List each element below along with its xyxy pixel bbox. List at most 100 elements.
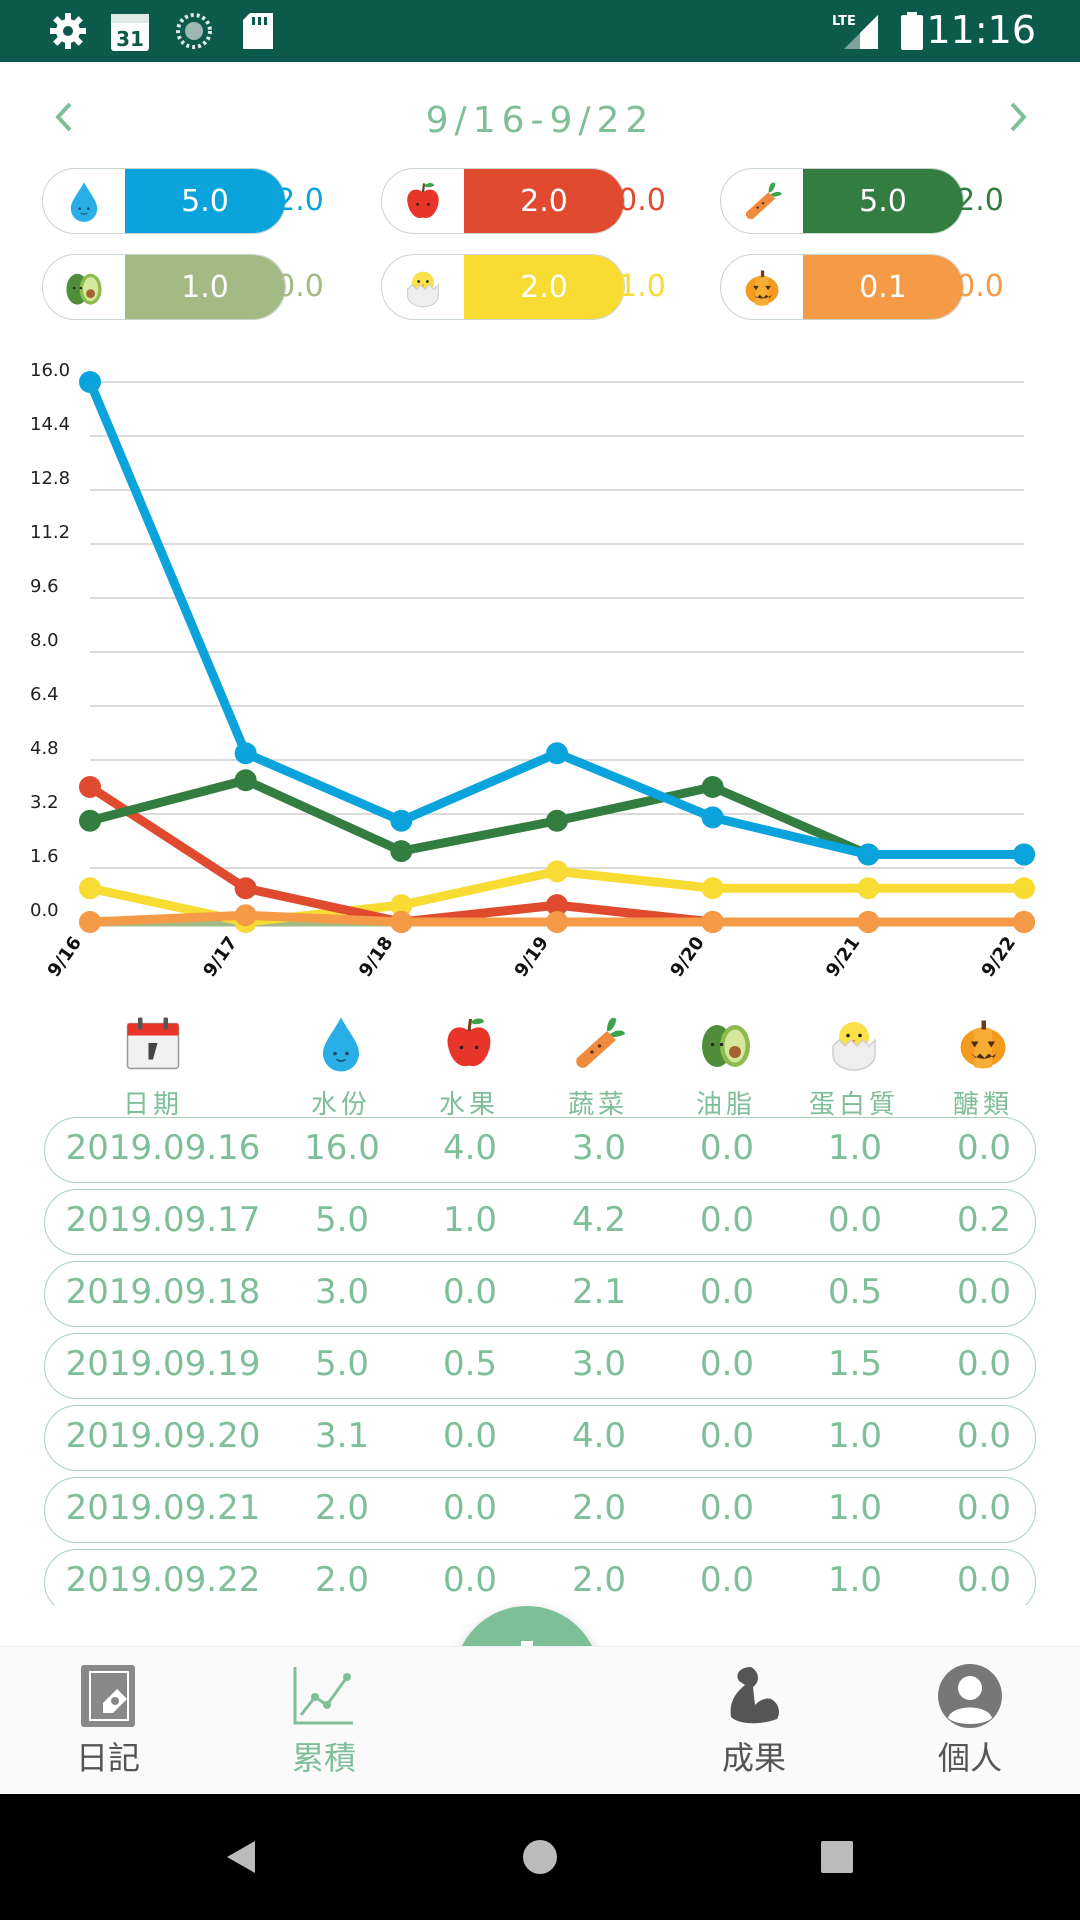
sd-card-icon bbox=[238, 11, 278, 51]
row-value: 2.0 bbox=[314, 1488, 370, 1528]
row-value: 0.5 bbox=[442, 1344, 498, 1384]
row-value: 0.0 bbox=[956, 1416, 1012, 1456]
row-value: 0.0 bbox=[442, 1416, 498, 1456]
pumpkin-icon bbox=[721, 255, 803, 319]
data-point-protein bbox=[390, 894, 413, 917]
data-point-sugar bbox=[1013, 911, 1035, 933]
table-row[interactable]: 2019.09.21 2.0 0.0 2.0 0.0 1.0 0.0 bbox=[44, 1477, 1036, 1543]
row-date: 2019.09.21 bbox=[65, 1488, 261, 1528]
network-label: LTE bbox=[832, 14, 856, 29]
date-range-title: 9/16-9/22 bbox=[425, 100, 655, 141]
data-point-water bbox=[701, 806, 724, 829]
summary-pill-vegetable: 5.0 bbox=[720, 168, 964, 234]
line-chart-icon bbox=[264, 1661, 384, 1731]
home-circle-icon[interactable] bbox=[515, 1832, 565, 1882]
carrot-icon bbox=[721, 169, 803, 233]
row-value: 0.0 bbox=[699, 1200, 755, 1240]
status-bar: 31 LTE 11:16 bbox=[0, 0, 1080, 62]
data-point-vegetable bbox=[546, 809, 568, 832]
table-row[interactable]: 2019.09.19 5.0 0.5 3.0 0.0 1.5 0.0 bbox=[44, 1333, 1036, 1399]
column-header: 水果 bbox=[414, 1012, 524, 1121]
nav-results-label: 成果 bbox=[721, 1739, 786, 1777]
settings-gear-icon bbox=[46, 11, 90, 51]
water-drop-icon bbox=[43, 169, 125, 233]
battery-icon bbox=[898, 11, 926, 51]
y-tick-label: 1.6 bbox=[30, 846, 59, 867]
row-value: 16.0 bbox=[304, 1128, 380, 1168]
apple-icon bbox=[382, 169, 464, 233]
row-value: 1.0 bbox=[827, 1128, 883, 1168]
data-point-sugar bbox=[79, 911, 101, 933]
row-value: 4.0 bbox=[442, 1128, 498, 1168]
nav-cumulative[interactable]: 累積 bbox=[264, 1661, 384, 1779]
row-value: 0.0 bbox=[956, 1272, 1012, 1312]
column-header-label: 蛋白質 bbox=[808, 1090, 899, 1120]
summary-fat-extra: 0.0 bbox=[276, 269, 324, 304]
y-tick-label: 12.8 bbox=[30, 468, 70, 489]
nav-diary[interactable]: 日記 bbox=[48, 1661, 168, 1779]
table-row[interactable]: 2019.09.22 2.0 0.0 2.0 0.0 1.0 0.0 bbox=[44, 1549, 1036, 1605]
x-tick-label: 9/19 bbox=[511, 933, 554, 981]
summary-pill-sugar: 0.1 bbox=[720, 254, 964, 320]
row-value: 0.5 bbox=[827, 1272, 883, 1312]
y-tick-label: 9.6 bbox=[30, 576, 59, 597]
table-row[interactable]: 2019.09.17 5.0 1.0 4.2 0.0 0.0 0.2 bbox=[44, 1189, 1036, 1255]
data-point-vegetable bbox=[79, 809, 101, 832]
back-triangle-icon[interactable] bbox=[216, 1832, 266, 1882]
column-header-label: 水份 bbox=[310, 1090, 371, 1120]
table-row[interactable]: 2019.09.20 3.1 0.0 4.0 0.0 1.0 0.0 bbox=[44, 1405, 1036, 1471]
calendar-icon bbox=[98, 1012, 208, 1074]
table-row[interactable]: 2019.09.18 3.0 0.0 2.1 0.0 0.5 0.0 bbox=[44, 1261, 1036, 1327]
x-tick-label: 9/16 bbox=[44, 933, 87, 981]
column-header-label: 水果 bbox=[438, 1090, 499, 1120]
summary-vegetable-extra: 2.0 bbox=[956, 183, 1004, 218]
lte-signal-icon: LTE bbox=[830, 11, 880, 51]
x-tick-label: 9/20 bbox=[666, 933, 709, 981]
data-point-protein bbox=[546, 860, 568, 883]
nav-cumulative-label: 累積 bbox=[291, 1739, 356, 1777]
row-value: 0.0 bbox=[956, 1560, 1012, 1600]
row-value: 2.1 bbox=[571, 1272, 627, 1312]
status-time: 11:16 bbox=[926, 8, 1036, 52]
bottom-navigation: 日記 累積 成果 個人 bbox=[0, 1646, 1080, 1794]
row-value: 4.2 bbox=[571, 1200, 627, 1240]
data-point-water bbox=[1013, 843, 1035, 866]
row-value: 1.0 bbox=[827, 1560, 883, 1600]
row-value: 0.0 bbox=[699, 1560, 755, 1600]
summary-protein-extra: 1.0 bbox=[618, 269, 666, 304]
summary-pill-fat: 1.0 bbox=[42, 254, 286, 320]
nav-diary-label: 日記 bbox=[75, 1739, 140, 1777]
daily-intake-list[interactable]: 2019.09.16 16.0 4.0 3.0 0.0 1.0 0.0 2019.09.17 5… bbox=[42, 1115, 1038, 1605]
data-point-vegetable bbox=[701, 776, 724, 798]
row-value: 0.0 bbox=[699, 1344, 755, 1384]
muscle-arm-icon bbox=[694, 1661, 814, 1731]
row-value: 5.0 bbox=[314, 1200, 370, 1240]
row-value: 3.0 bbox=[571, 1344, 627, 1384]
row-value: 3.1 bbox=[314, 1416, 370, 1456]
table-row[interactable]: 2019.09.16 16.0 4.0 3.0 0.0 1.0 0.0 bbox=[44, 1117, 1036, 1183]
calendar-status-icon: 31 bbox=[108, 11, 152, 51]
x-tick-label: 9/21 bbox=[822, 933, 865, 981]
diary-book-icon bbox=[48, 1661, 168, 1731]
data-point-fruit bbox=[79, 776, 101, 798]
system-navigation-bar bbox=[0, 1794, 1080, 1920]
profile-avatar-icon bbox=[910, 1661, 1030, 1731]
data-point-protein bbox=[79, 877, 101, 900]
nav-profile[interactable]: 個人 bbox=[910, 1661, 1030, 1779]
recents-square-icon[interactable] bbox=[812, 1832, 862, 1882]
column-header: 蔬菜 bbox=[543, 1012, 653, 1121]
data-point-water bbox=[79, 371, 101, 393]
intake-line-chart: 16.0 14.4 12.8 11.2 9.6 8.0 6.4 4.8 3.2 1.6 0.0 9/1… bbox=[30, 360, 1035, 981]
row-date: 2019.09.20 bbox=[65, 1416, 261, 1456]
next-week-button[interactable] bbox=[992, 92, 1042, 142]
summary-sugar-extra: 0.0 bbox=[956, 269, 1004, 304]
row-value: 0.2 bbox=[956, 1200, 1012, 1240]
row-value: 5.0 bbox=[314, 1344, 370, 1384]
nav-results[interactable]: 成果 bbox=[694, 1661, 814, 1779]
data-point-water bbox=[857, 843, 880, 866]
y-tick-label: 3.2 bbox=[30, 792, 59, 813]
row-value: 0.0 bbox=[956, 1128, 1012, 1168]
summary-pill-fruit: 2.0 bbox=[381, 168, 625, 234]
previous-week-button[interactable] bbox=[40, 92, 90, 142]
row-value: 0.0 bbox=[442, 1488, 498, 1528]
